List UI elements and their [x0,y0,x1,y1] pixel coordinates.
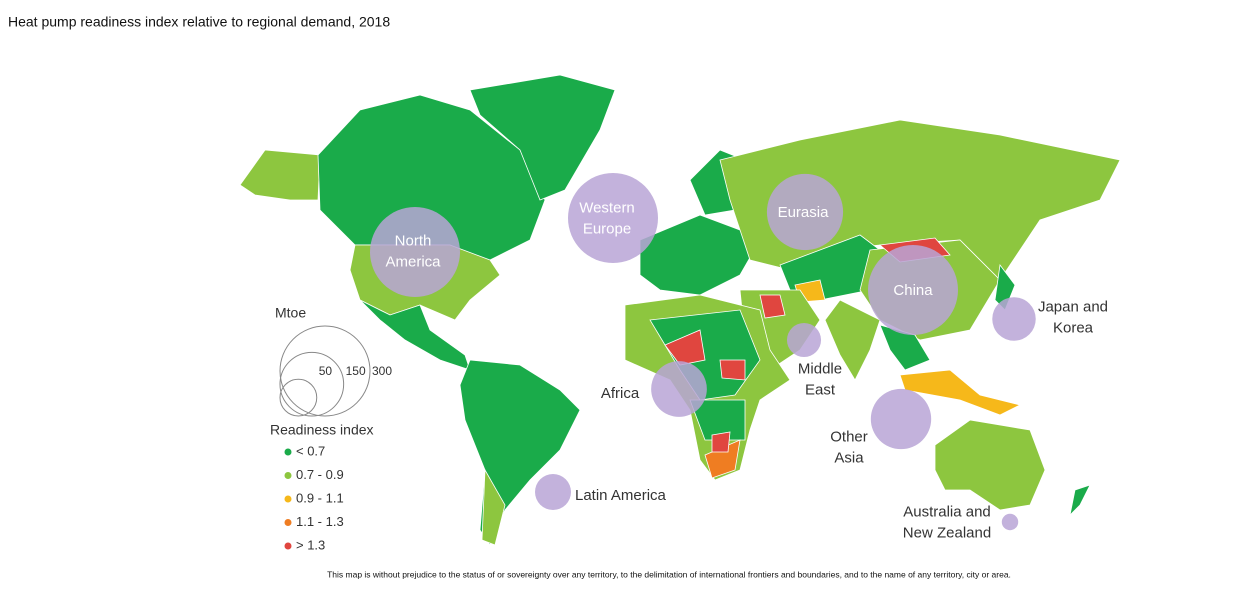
region-label: North [395,232,432,249]
region-label: Middle [798,360,842,377]
region-bubble [992,297,1036,341]
region-bubble [1001,513,1019,531]
region-bubble [568,173,658,263]
region-bubble [766,173,844,251]
size-legend-title: Mtoe [275,305,306,321]
region-label: New Zealand [903,524,991,541]
region-bubble [651,361,707,417]
color-legend-label: 1.1 - 1.3 [296,514,344,529]
size-legend-circle [279,378,318,417]
region-label: Eurasia [778,204,830,221]
size-legend-circle [279,325,371,417]
color-legend-label: 0.9 - 1.1 [296,490,344,505]
color-legend-swatch [284,542,292,550]
size-legend-label: 50 [319,364,333,378]
region-label: China [893,282,933,299]
size-legend-label: 150 [346,364,366,378]
legend: Mtoe 50 150 300 Readiness index < 0.7 0.7 - 0.… [270,305,392,553]
demand-bubbles: North America Western Europe Eurasia China Jap… [370,173,1108,541]
region-bubble [535,474,571,510]
region-label: Japan and [1038,298,1108,315]
region-label: Other [830,428,868,445]
color-legend-swatch [284,472,292,479]
region-label: Latin America [575,487,667,504]
title: Heat pump readiness index relative to re… [8,14,390,30]
world-map [239,74,1121,546]
region-label: Africa [601,385,640,402]
region-bubble [868,245,958,335]
size-legend-circle [279,351,345,417]
color-legend-label: 0.7 - 0.9 [296,467,344,482]
color-legend-title: Readiness index [270,422,374,438]
color-legend-label: > 1.3 [296,537,325,552]
color-legend-swatch [284,519,292,526]
region-bubble [786,322,822,358]
region-label: Western [579,199,635,216]
region-bubble [870,388,932,450]
region-label: America [385,253,441,270]
region-label: Europe [583,220,631,237]
color-legend-swatch [284,495,292,503]
disclaimer: This map is without prejudice to the sta… [327,569,1011,579]
color-legend-swatch [284,448,292,456]
region-bubble [370,207,460,297]
color-legend-label: < 0.7 [296,443,325,458]
region-label: Asia [834,449,864,466]
region-label: East [805,381,836,398]
size-legend-label: 300 [372,364,392,378]
region-label: Korea [1053,319,1094,336]
region-label: Australia and [903,503,991,520]
